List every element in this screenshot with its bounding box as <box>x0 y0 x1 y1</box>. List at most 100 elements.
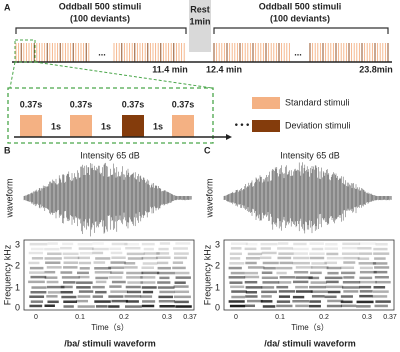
spectro-band <box>173 256 188 260</box>
spectro-band <box>260 300 273 303</box>
spectrogram-frame <box>23 239 195 311</box>
spectro-band <box>260 256 272 260</box>
spectro-band <box>62 252 79 256</box>
spectro-band <box>77 242 93 246</box>
spectro-band <box>343 256 360 260</box>
spectro-band <box>261 271 273 275</box>
spectro-band <box>244 280 258 284</box>
spectro-band <box>245 290 258 294</box>
spectro-band <box>141 271 160 275</box>
duration-label: 0.37s <box>122 99 145 109</box>
ellipsis: ... <box>294 47 302 57</box>
waveform-label: waveform <box>4 178 14 218</box>
legend-label: Deviation stimuli <box>285 120 351 130</box>
spectro-band <box>373 286 386 289</box>
spectro-band <box>172 261 184 264</box>
y-axis-label: Frequency kHz <box>202 244 212 305</box>
spectro-band <box>63 266 78 269</box>
spectro-band <box>276 285 289 289</box>
ellipsis: ... <box>98 47 106 57</box>
spectro-band <box>47 291 61 294</box>
spectro-band <box>279 276 296 279</box>
spectro-band <box>294 271 309 274</box>
y-tick-label: 2 <box>215 260 220 270</box>
spectro-band <box>327 271 339 275</box>
spectro-band <box>110 261 126 264</box>
spectro-band <box>325 285 344 289</box>
spectro-band <box>358 252 373 255</box>
spectro-band <box>292 261 310 265</box>
spectro-band <box>110 290 128 293</box>
spectro-band <box>276 271 287 275</box>
panel-title: Intensity 65 dB <box>280 150 340 160</box>
spectro-band <box>44 270 56 274</box>
spectro-band <box>77 256 90 260</box>
spectro-band <box>278 281 292 284</box>
spectro-band <box>359 266 373 270</box>
spectro-band <box>372 262 388 265</box>
spectro-band <box>143 247 154 251</box>
spectro-band <box>94 267 112 270</box>
stimulus-block <box>172 115 194 137</box>
zoom-detail: 0.37s 1s 0.37s 1s 0.37s 1s 0.37s <box>20 99 194 137</box>
spectro-band <box>44 247 60 251</box>
x-tick-label: 0.3 <box>162 314 172 321</box>
spectro-band <box>359 290 373 293</box>
spectro-band <box>111 299 128 303</box>
spectro-band <box>172 266 186 270</box>
spectro-band <box>358 242 377 245</box>
spectro-band <box>94 271 112 274</box>
spectro-band <box>156 256 171 260</box>
spectro-band <box>276 300 291 303</box>
spectro-band <box>76 299 89 303</box>
spectro-band <box>174 290 190 294</box>
spectro-band <box>108 276 123 279</box>
spectro-band <box>44 257 62 260</box>
spectro-band <box>60 285 73 289</box>
x-tick-label: 0 <box>234 314 238 321</box>
spectro-band <box>30 290 47 294</box>
spectro-band <box>359 285 372 289</box>
spectro-band <box>375 242 388 246</box>
spectro-band <box>342 286 360 289</box>
waveform-label: waveform <box>204 178 214 218</box>
spectro-band <box>61 276 80 279</box>
spectro-band <box>310 281 327 284</box>
x-axis-label: Time（s） <box>291 323 328 332</box>
spectro-band <box>124 266 138 269</box>
spectro-band <box>356 300 374 304</box>
spectro-band <box>375 300 391 303</box>
spectro-band <box>310 271 322 275</box>
spectro-band <box>124 242 140 246</box>
spectro-band <box>374 257 386 260</box>
spectro-band <box>231 290 247 293</box>
spectro-band <box>356 305 371 308</box>
spectro-band <box>326 256 344 260</box>
spectro-band <box>174 300 189 304</box>
spectro-band <box>228 266 242 270</box>
panel-title: Intensity 65 dB <box>80 150 140 160</box>
zoom-panel <box>7 87 214 144</box>
caption: /da/ stimuli waveform <box>264 338 356 348</box>
spectro-band <box>309 256 325 260</box>
spectro-band <box>76 281 93 284</box>
spectro-band <box>141 256 158 260</box>
zoom-line <box>9 61 16 89</box>
spectro-band <box>111 256 126 260</box>
spectro-band <box>47 252 62 256</box>
spectro-band <box>245 295 258 298</box>
spectro-band <box>110 271 124 274</box>
spectro-band <box>340 266 355 270</box>
spectro-band <box>175 276 191 279</box>
spectro-band <box>228 300 245 303</box>
spectro-band <box>174 252 189 255</box>
spectro-band <box>292 280 309 284</box>
spectro-band <box>111 280 126 284</box>
spectro-band <box>309 242 324 245</box>
spectro-band <box>278 295 291 298</box>
spectro-band <box>229 252 242 256</box>
spectro-band <box>92 295 104 298</box>
spectro-band <box>31 286 47 289</box>
spectro-band <box>327 290 341 294</box>
